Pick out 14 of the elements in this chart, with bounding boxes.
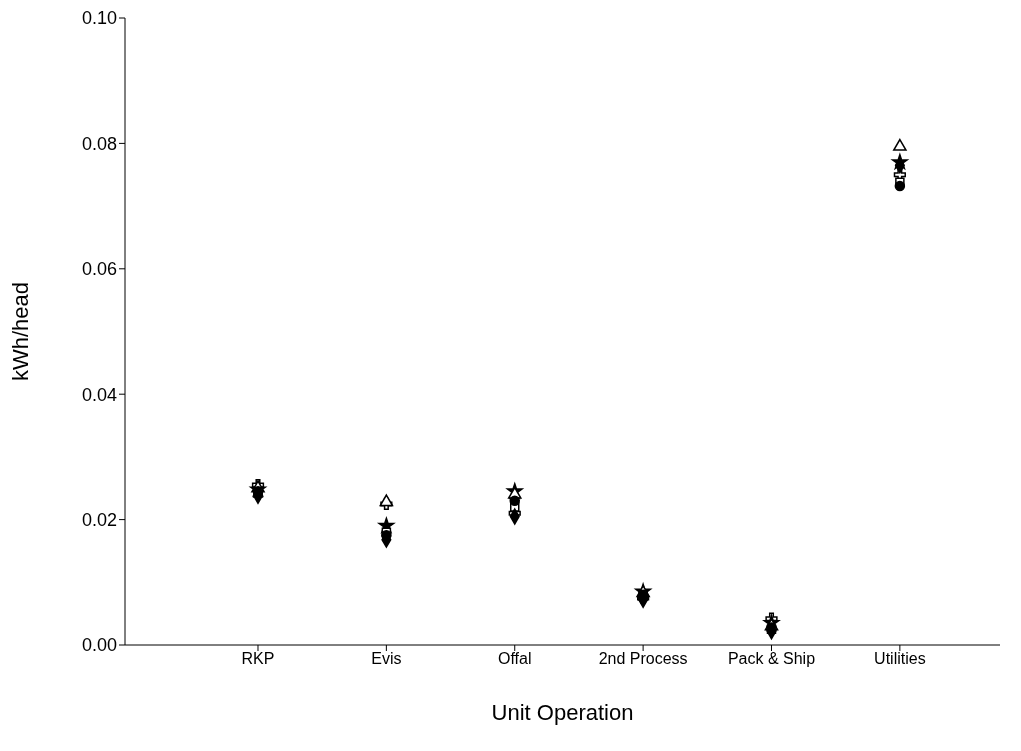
x-tick-label: 2nd Process (598, 650, 688, 668)
y-tick-label: 0.06 (81, 259, 117, 280)
y-tick-label: 0.04 (81, 384, 117, 405)
x-axis-title: Unit Operation (491, 700, 634, 725)
x-tick-label: Offal (497, 650, 532, 668)
y-tick-label: 0.02 (81, 509, 117, 530)
x-tick-label: Evis (371, 650, 402, 668)
y-tick-label: 0.08 (81, 133, 117, 154)
y-axis-title: kWh/head (7, 281, 33, 382)
y-tick-label: 0.00 (81, 635, 117, 656)
y-tick-label: 0.10 (81, 8, 117, 29)
x-tick-label: RKP (241, 650, 275, 668)
x-tick-label: Utilities (874, 650, 926, 668)
x-tick-label: Pack & Ship (727, 650, 816, 668)
